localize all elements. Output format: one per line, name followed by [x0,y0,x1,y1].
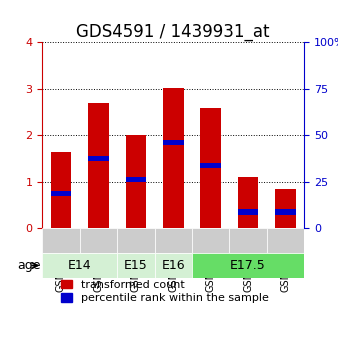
Text: E16: E16 [162,259,185,272]
Bar [200,108,221,228]
FancyBboxPatch shape [230,228,267,253]
Legend: transformed count, percentile rank within the sample: transformed count, percentile rank withi… [61,280,269,303]
Bar [125,136,146,228]
Bar [51,191,71,196]
Bar [125,177,146,182]
Text: E15: E15 [124,259,148,272]
Bar [51,152,71,228]
FancyBboxPatch shape [192,253,304,278]
Text: age: age [17,259,40,272]
Bar [88,156,109,161]
FancyBboxPatch shape [154,228,192,253]
Bar [88,103,109,228]
Bar [275,209,296,215]
Bar [275,189,296,228]
Title: GDS4591 / 1439931_at: GDS4591 / 1439931_at [76,23,270,41]
FancyBboxPatch shape [117,253,154,278]
FancyBboxPatch shape [154,253,192,278]
FancyBboxPatch shape [80,228,117,253]
FancyBboxPatch shape [192,228,230,253]
Text: E14: E14 [68,259,92,272]
FancyBboxPatch shape [42,228,80,253]
Bar [200,163,221,169]
Text: E17.5: E17.5 [230,259,266,272]
FancyBboxPatch shape [42,253,117,278]
Bar [163,139,184,145]
FancyBboxPatch shape [117,228,154,253]
Bar [163,88,184,228]
FancyBboxPatch shape [267,228,304,253]
Bar [238,209,258,215]
Bar [238,177,258,228]
